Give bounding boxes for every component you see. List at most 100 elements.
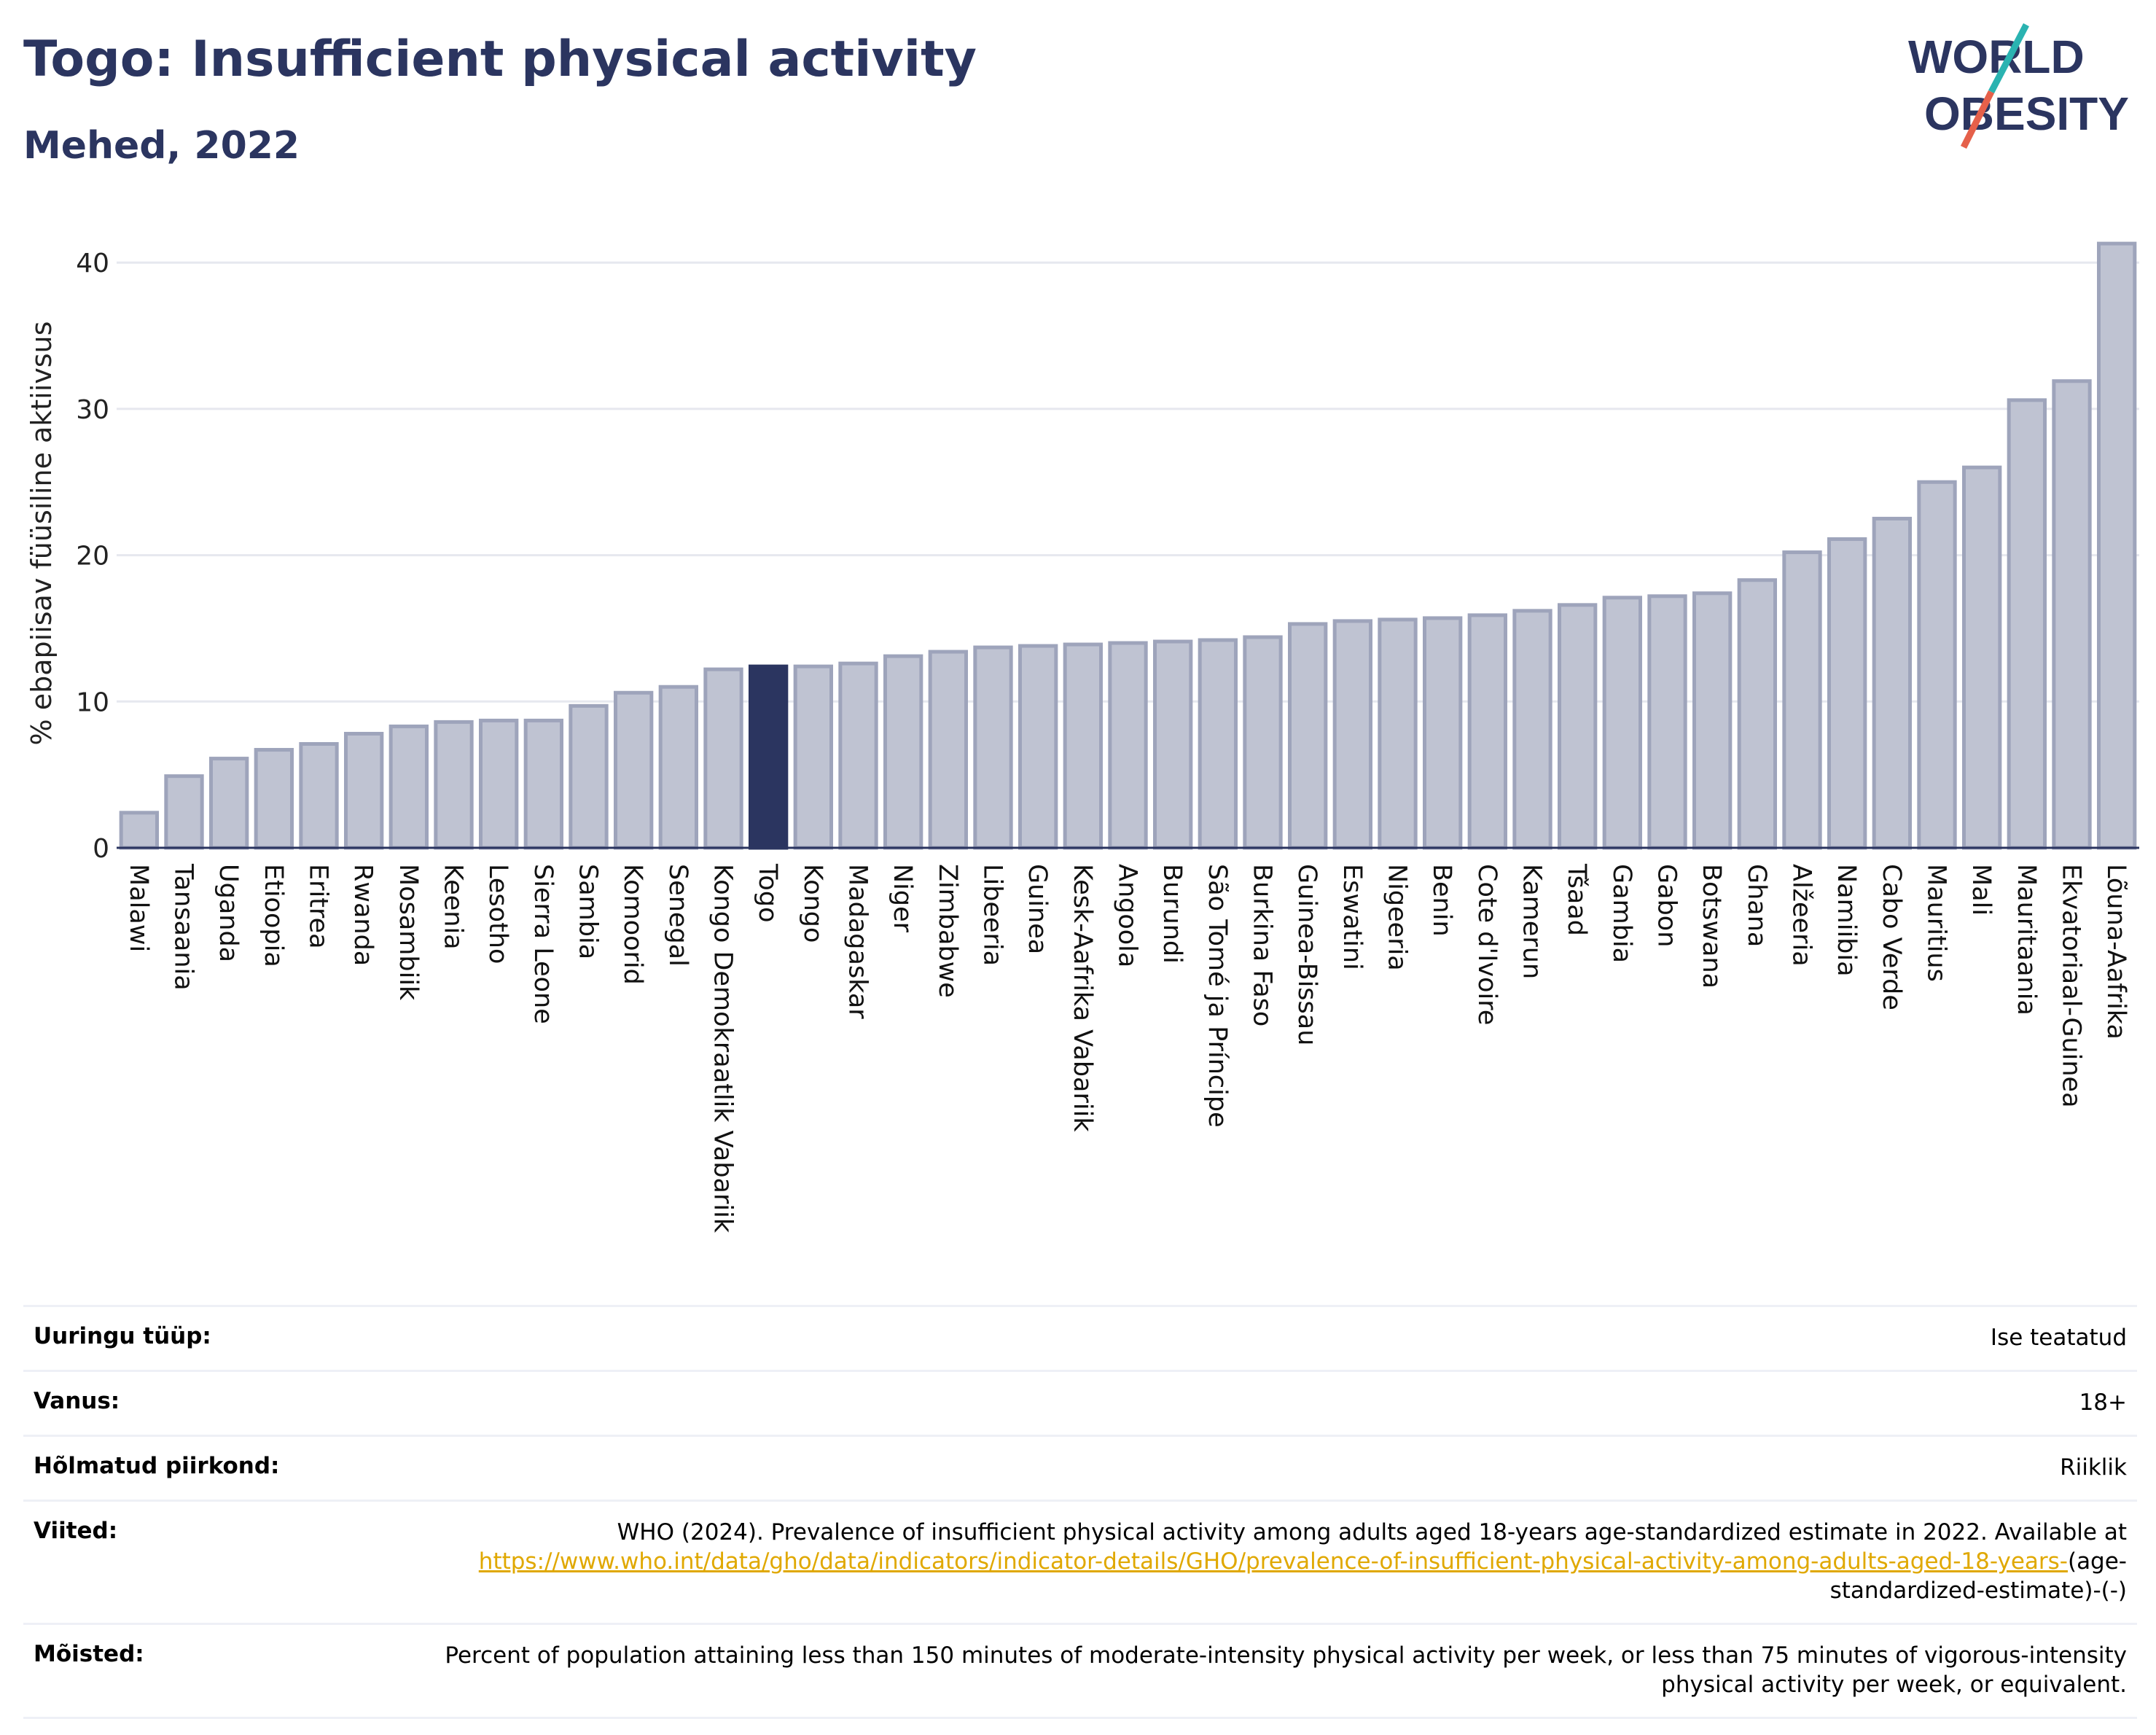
references-label: Viited:: [34, 1518, 118, 1544]
bar: [1917, 480, 1957, 850]
x-tick-label: Nigeeria: [1383, 864, 1412, 971]
bar: [614, 690, 654, 850]
x-tick-label: Kesk-Aafrika Vabariik: [1068, 864, 1097, 1132]
x-tick-label: Guinea-Bissau: [1292, 864, 1321, 1045]
bar: [1647, 594, 1687, 850]
bar: [1512, 609, 1552, 850]
bar: [119, 811, 160, 850]
x-tick-label: Tšaad: [1562, 863, 1591, 936]
y-tick-label: 20: [76, 542, 109, 572]
bar-chart: 0 10 20 30 40 % ebapiisav füüsiline aktiivsus…: [26, 241, 2139, 1233]
bar: [793, 664, 833, 850]
x-tick-label: Kamerun: [1518, 864, 1547, 979]
x-tick-label: Etioopia: [259, 864, 288, 967]
x-tick-label: Senegal: [663, 864, 692, 967]
page-title: Togo: Insufficient physical activity: [23, 31, 977, 88]
bar: [2052, 379, 2092, 850]
bar: [299, 742, 339, 850]
x-tick-label: Mauritaania: [2012, 864, 2041, 1015]
bar: [1198, 638, 1238, 850]
x-tick-label: Madagaskar: [843, 864, 872, 1019]
bar: [1467, 613, 1507, 850]
bar: [1423, 616, 1463, 850]
info-table: Uuringu tüüp: Ise teatatud Vanus: 18+ Hõ…: [23, 1305, 2137, 1719]
y-axis-title: % ebapiisav füüsiline aktiivsus: [26, 321, 58, 746]
bar: [838, 661, 878, 850]
bar: [254, 748, 294, 850]
x-tick-label: Malawi: [124, 864, 153, 952]
x-tick-label: Kongo: [798, 864, 827, 943]
bar: [434, 720, 474, 850]
y-tick-label: 0: [93, 834, 109, 864]
bar: [658, 685, 699, 850]
logo-slash-coral: [1960, 90, 1995, 149]
references-value: WHO (2024). Prevalence of insufficient p…: [413, 1518, 2127, 1605]
x-tick-label: Alžeeria: [1787, 864, 1816, 967]
world-obesity-logo: WORLD OBESITY: [1908, 23, 2129, 149]
bar: [164, 774, 204, 850]
bar: [1872, 516, 1913, 850]
x-tick-label: Komoorid: [618, 864, 647, 985]
survey-type-value: Ise teatatud: [1990, 1325, 2127, 1351]
bar: [928, 650, 968, 850]
x-tick-label: Cote d'Ivoire: [1472, 864, 1501, 1025]
region-value: Riiklik: [2060, 1454, 2127, 1481]
x-tick-label: Burundi: [1157, 864, 1187, 964]
bar: [973, 645, 1013, 850]
bar: [479, 718, 519, 850]
x-tick-label: Benin: [1427, 864, 1456, 937]
info-row-region: Hõlmatud piirkond: Riiklik: [23, 1435, 2137, 1500]
bar: [388, 724, 429, 850]
x-tick-label: Lesotho: [483, 864, 512, 964]
x-tick-label: Angoola: [1113, 864, 1142, 967]
definitions-label: Mõisted:: [34, 1641, 144, 1667]
age-label: Vanus:: [34, 1388, 120, 1414]
x-tick-label: Eswatini: [1337, 864, 1367, 970]
logo-line1: WORLD: [1908, 31, 2085, 83]
definitions-value: Percent of population attaining less tha…: [445, 1642, 2127, 1698]
page-subtitle: Mehed, 2022: [23, 124, 300, 168]
x-tick-label: Kongo Demokraatlik Vabariik: [708, 864, 738, 1233]
bar: [569, 703, 609, 850]
x-tick-label: Mauritius: [1922, 864, 1951, 982]
info-row-references: Viited: WHO (2024). Prevalence of insuff…: [23, 1500, 2137, 1623]
x-tick-label: Mali: [1966, 864, 1996, 916]
x-tick-label: Rwanda: [348, 864, 378, 966]
x-tick-label: Burkina Faso: [1248, 864, 1277, 1026]
info-row-age: Vanus: 18+: [23, 1370, 2137, 1435]
x-tick-label: São Tomé ja Príncipe: [1203, 864, 1232, 1128]
bar: [1962, 465, 2002, 850]
bar: [1288, 622, 1328, 850]
references-link[interactable]: https://www.who.int/data/gho/data/indica…: [478, 1548, 2068, 1575]
region-label: Hõlmatud piirkond:: [34, 1453, 280, 1479]
bar: [2007, 398, 2047, 850]
bar: [1153, 639, 1193, 850]
x-tick-label: Sambia: [574, 864, 603, 959]
bar: [209, 757, 249, 850]
logo-line2: OBESITY: [1924, 87, 2129, 140]
bar: [523, 718, 564, 850]
bar: [1063, 642, 1103, 850]
y-tick-label: 30: [76, 395, 109, 425]
bar: [1108, 641, 1148, 850]
bar: [749, 664, 789, 850]
x-tick-label: Togo: [753, 863, 782, 922]
x-tick-label: Niger: [888, 864, 917, 933]
info-row-survey-type: Uuringu tüüp: Ise teatatud: [23, 1305, 2137, 1370]
x-tick-label: Tansaania: [169, 863, 198, 991]
bar: [1243, 635, 1283, 850]
x-tick-label: Keenia: [439, 864, 468, 950]
age-value: 18+: [2079, 1389, 2127, 1416]
x-tick-label: Mosambiik: [394, 864, 423, 1001]
x-tick-label: Cabo Verde: [1877, 864, 1906, 1010]
bar: [703, 667, 743, 850]
bar: [1827, 537, 1867, 850]
x-tick-label: Zimbabwe: [933, 864, 962, 998]
x-tick-label: Guinea: [1023, 864, 1052, 954]
bar: [1332, 619, 1372, 850]
x-tick-label: Eritrea: [304, 864, 333, 949]
logo-slash-teal: [1988, 23, 2029, 94]
x-tick-label: Ekvatoriaal-Guinea: [2057, 864, 2086, 1108]
x-tick-label: Gabon: [1652, 864, 1682, 947]
references-text: WHO (2024). Prevalence of insufficient p…: [617, 1519, 2127, 1545]
